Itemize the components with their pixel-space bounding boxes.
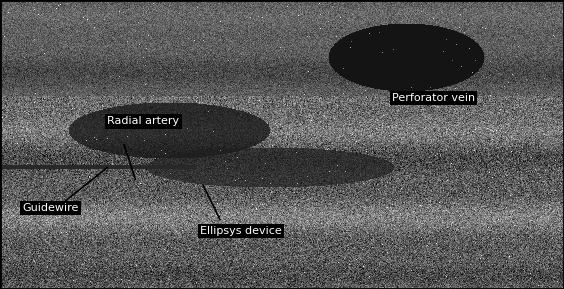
Text: Radial artery: Radial artery xyxy=(107,116,179,126)
Text: Guidewire: Guidewire xyxy=(23,203,79,213)
Text: Perforator vein: Perforator vein xyxy=(392,93,475,103)
Text: Ellipsys device: Ellipsys device xyxy=(200,226,282,236)
